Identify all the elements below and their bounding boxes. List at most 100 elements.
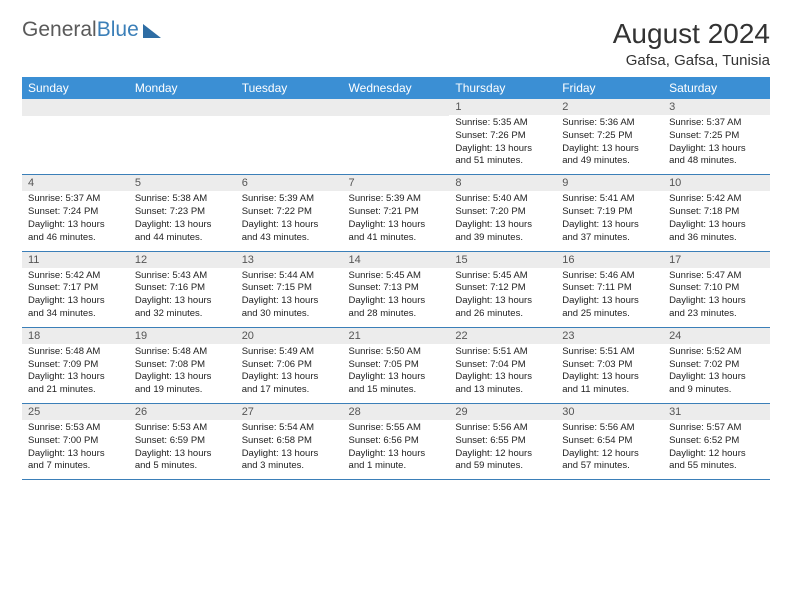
day-cell: 9Sunrise: 5:41 AMSunset: 7:19 PMDaylight…: [556, 175, 663, 251]
day-number: 24: [663, 328, 770, 344]
day-cell: 28Sunrise: 5:55 AMSunset: 6:56 PMDayligh…: [343, 404, 450, 480]
day-content: Sunrise: 5:37 AMSunset: 7:24 PMDaylight:…: [22, 191, 129, 250]
day-content: Sunrise: 5:42 AMSunset: 7:17 PMDaylight:…: [22, 268, 129, 327]
day-number: 23: [556, 328, 663, 344]
day-content: Sunrise: 5:57 AMSunset: 6:52 PMDaylight:…: [663, 420, 770, 479]
day-number: 14: [343, 252, 450, 268]
day-cell: 26Sunrise: 5:53 AMSunset: 6:59 PMDayligh…: [129, 404, 236, 480]
day-number: 11: [22, 252, 129, 268]
empty-day-num: [22, 99, 129, 116]
day-number: 5: [129, 175, 236, 191]
day-content: Sunrise: 5:39 AMSunset: 7:22 PMDaylight:…: [236, 191, 343, 250]
day-cell: 19Sunrise: 5:48 AMSunset: 7:08 PMDayligh…: [129, 327, 236, 403]
day-number: 20: [236, 328, 343, 344]
header: GeneralBlue August 2024 Gafsa, Gafsa, Tu…: [22, 18, 770, 69]
day-cell: 29Sunrise: 5:56 AMSunset: 6:55 PMDayligh…: [449, 404, 556, 480]
day-cell: 10Sunrise: 5:42 AMSunset: 7:18 PMDayligh…: [663, 175, 770, 251]
day-cell: 12Sunrise: 5:43 AMSunset: 7:16 PMDayligh…: [129, 251, 236, 327]
logo-text: GeneralBlue: [22, 18, 139, 42]
day-content: Sunrise: 5:37 AMSunset: 7:25 PMDaylight:…: [663, 115, 770, 174]
day-number: 9: [556, 175, 663, 191]
week-row: 4Sunrise: 5:37 AMSunset: 7:24 PMDaylight…: [22, 175, 770, 251]
day-cell: 4Sunrise: 5:37 AMSunset: 7:24 PMDaylight…: [22, 175, 129, 251]
week-row: 18Sunrise: 5:48 AMSunset: 7:09 PMDayligh…: [22, 327, 770, 403]
day-header-cell: Thursday: [449, 77, 556, 99]
day-cell: 23Sunrise: 5:51 AMSunset: 7:03 PMDayligh…: [556, 327, 663, 403]
day-header-cell: Friday: [556, 77, 663, 99]
day-cell: 31Sunrise: 5:57 AMSunset: 6:52 PMDayligh…: [663, 404, 770, 480]
day-number: 30: [556, 404, 663, 420]
location-label: Gafsa, Gafsa, Tunisia: [613, 52, 770, 69]
day-content: Sunrise: 5:54 AMSunset: 6:58 PMDaylight:…: [236, 420, 343, 479]
logo-text-gray: General: [22, 18, 97, 41]
day-header-row: SundayMondayTuesdayWednesdayThursdayFrid…: [22, 77, 770, 99]
day-content: Sunrise: 5:56 AMSunset: 6:55 PMDaylight:…: [449, 420, 556, 479]
day-header-cell: Saturday: [663, 77, 770, 99]
day-cell: 22Sunrise: 5:51 AMSunset: 7:04 PMDayligh…: [449, 327, 556, 403]
day-number: 15: [449, 252, 556, 268]
day-number: 27: [236, 404, 343, 420]
day-number: 29: [449, 404, 556, 420]
day-content: Sunrise: 5:52 AMSunset: 7:02 PMDaylight:…: [663, 344, 770, 403]
week-row: 25Sunrise: 5:53 AMSunset: 7:00 PMDayligh…: [22, 404, 770, 480]
week-row: 11Sunrise: 5:42 AMSunset: 7:17 PMDayligh…: [22, 251, 770, 327]
day-number: 21: [343, 328, 450, 344]
day-cell: 27Sunrise: 5:54 AMSunset: 6:58 PMDayligh…: [236, 404, 343, 480]
day-content: Sunrise: 5:40 AMSunset: 7:20 PMDaylight:…: [449, 191, 556, 250]
day-content: Sunrise: 5:50 AMSunset: 7:05 PMDaylight:…: [343, 344, 450, 403]
day-header-cell: Monday: [129, 77, 236, 99]
day-cell: [129, 99, 236, 175]
day-content: Sunrise: 5:48 AMSunset: 7:09 PMDaylight:…: [22, 344, 129, 403]
day-content: Sunrise: 5:42 AMSunset: 7:18 PMDaylight:…: [663, 191, 770, 250]
day-content: Sunrise: 5:47 AMSunset: 7:10 PMDaylight:…: [663, 268, 770, 327]
day-content: Sunrise: 5:41 AMSunset: 7:19 PMDaylight:…: [556, 191, 663, 250]
day-cell: 2Sunrise: 5:36 AMSunset: 7:25 PMDaylight…: [556, 99, 663, 175]
day-cell: 18Sunrise: 5:48 AMSunset: 7:09 PMDayligh…: [22, 327, 129, 403]
day-cell: 6Sunrise: 5:39 AMSunset: 7:22 PMDaylight…: [236, 175, 343, 251]
day-number: 7: [343, 175, 450, 191]
day-cell: 11Sunrise: 5:42 AMSunset: 7:17 PMDayligh…: [22, 251, 129, 327]
day-number: 2: [556, 99, 663, 115]
day-content: Sunrise: 5:44 AMSunset: 7:15 PMDaylight:…: [236, 268, 343, 327]
day-cell: 1Sunrise: 5:35 AMSunset: 7:26 PMDaylight…: [449, 99, 556, 175]
day-content: Sunrise: 5:53 AMSunset: 7:00 PMDaylight:…: [22, 420, 129, 479]
day-content: Sunrise: 5:49 AMSunset: 7:06 PMDaylight:…: [236, 344, 343, 403]
day-header-cell: Wednesday: [343, 77, 450, 99]
day-cell: 16Sunrise: 5:46 AMSunset: 7:11 PMDayligh…: [556, 251, 663, 327]
day-number: 10: [663, 175, 770, 191]
empty-day-num: [343, 99, 450, 116]
day-number: 12: [129, 252, 236, 268]
day-number: 6: [236, 175, 343, 191]
week-row: 1Sunrise: 5:35 AMSunset: 7:26 PMDaylight…: [22, 99, 770, 175]
day-cell: 21Sunrise: 5:50 AMSunset: 7:05 PMDayligh…: [343, 327, 450, 403]
day-number: 25: [22, 404, 129, 420]
day-content: Sunrise: 5:35 AMSunset: 7:26 PMDaylight:…: [449, 115, 556, 174]
day-content: Sunrise: 5:45 AMSunset: 7:12 PMDaylight:…: [449, 268, 556, 327]
day-content: Sunrise: 5:55 AMSunset: 6:56 PMDaylight:…: [343, 420, 450, 479]
day-number: 8: [449, 175, 556, 191]
day-cell: 14Sunrise: 5:45 AMSunset: 7:13 PMDayligh…: [343, 251, 450, 327]
month-title: August 2024: [613, 18, 770, 50]
day-number: 31: [663, 404, 770, 420]
day-content: Sunrise: 5:43 AMSunset: 7:16 PMDaylight:…: [129, 268, 236, 327]
logo: GeneralBlue: [22, 18, 161, 42]
calendar-table: SundayMondayTuesdayWednesdayThursdayFrid…: [22, 77, 770, 480]
day-cell: [343, 99, 450, 175]
day-cell: 5Sunrise: 5:38 AMSunset: 7:23 PMDaylight…: [129, 175, 236, 251]
day-number: 19: [129, 328, 236, 344]
day-number: 22: [449, 328, 556, 344]
day-cell: 13Sunrise: 5:44 AMSunset: 7:15 PMDayligh…: [236, 251, 343, 327]
day-header-cell: Tuesday: [236, 77, 343, 99]
day-content: Sunrise: 5:39 AMSunset: 7:21 PMDaylight:…: [343, 191, 450, 250]
day-content: Sunrise: 5:48 AMSunset: 7:08 PMDaylight:…: [129, 344, 236, 403]
empty-day-num: [129, 99, 236, 116]
day-cell: 24Sunrise: 5:52 AMSunset: 7:02 PMDayligh…: [663, 327, 770, 403]
day-content: Sunrise: 5:56 AMSunset: 6:54 PMDaylight:…: [556, 420, 663, 479]
day-number: 3: [663, 99, 770, 115]
day-cell: 20Sunrise: 5:49 AMSunset: 7:06 PMDayligh…: [236, 327, 343, 403]
day-number: 1: [449, 99, 556, 115]
day-number: 17: [663, 252, 770, 268]
day-number: 16: [556, 252, 663, 268]
day-number: 4: [22, 175, 129, 191]
day-content: Sunrise: 5:51 AMSunset: 7:03 PMDaylight:…: [556, 344, 663, 403]
